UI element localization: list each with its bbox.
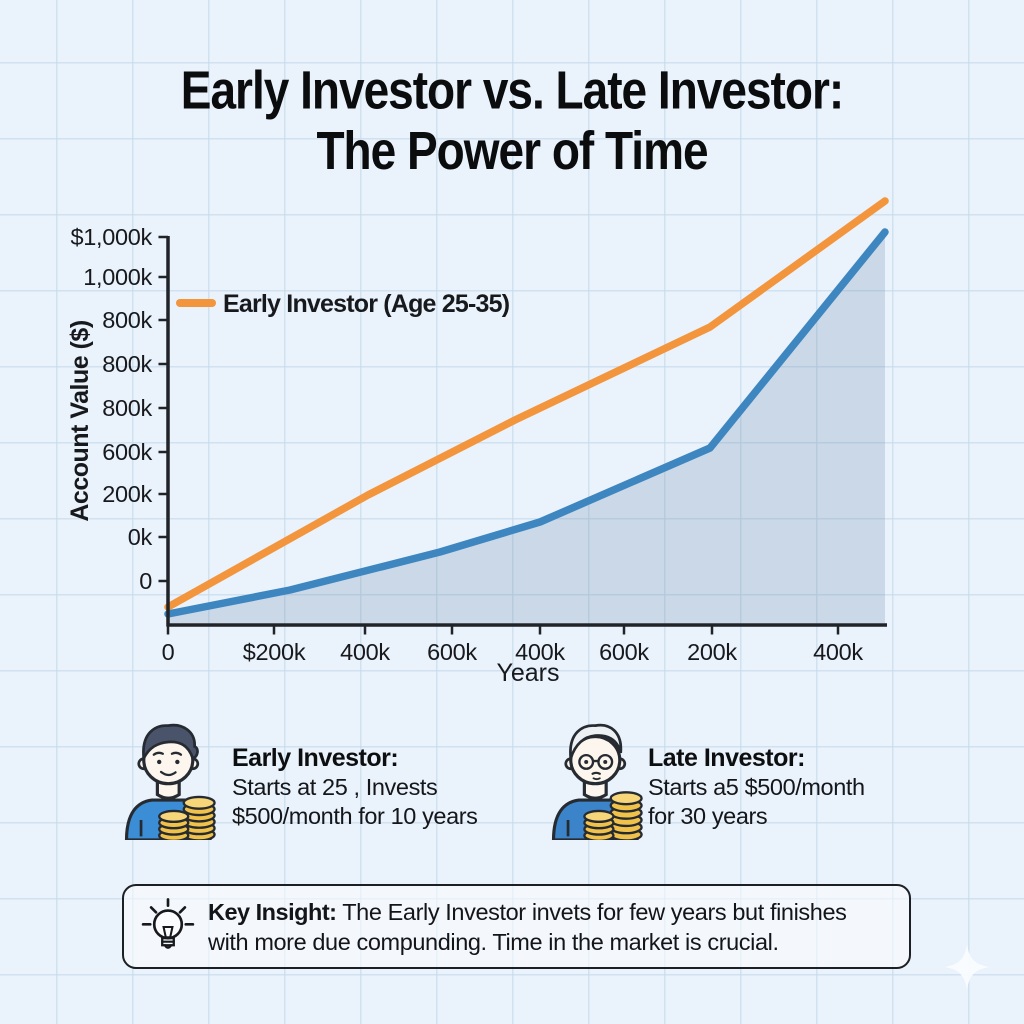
x-axis-tick-marks [166, 625, 840, 635]
ray-upper-left [149, 905, 158, 914]
late-investor-heading: Late Investor: [648, 744, 805, 772]
x-tick-label-3: 600k [427, 639, 477, 665]
eyebrow-right [170, 751, 183, 756]
bulb-base-cap [163, 943, 173, 949]
late-investor-line1: Starts a5 $500/month [648, 774, 865, 800]
smile [159, 770, 177, 777]
x-tick-label-7: 400k [813, 639, 863, 665]
chin-line [592, 777, 601, 781]
key-insight-label: Key Insight: [208, 898, 337, 925]
late-investor-line2: for 30 years [648, 802, 768, 829]
y-tick-label-1: 1,000k [83, 264, 152, 290]
y-tick-label-8: 0 [139, 568, 152, 594]
young-man-with-coins-icon [124, 723, 216, 840]
glasses-lens-right [597, 753, 614, 770]
x-tick-label-1: $200k [243, 639, 306, 665]
early-investor-heading: Early Investor: [232, 744, 399, 772]
eye-left [157, 759, 162, 765]
ray-upper-right [178, 905, 187, 914]
coin-stacks [583, 791, 643, 840]
y-tick-label-2: 800k [102, 307, 152, 333]
mouth [591, 771, 601, 775]
eye-left [584, 759, 589, 764]
y-tick-label-5: 600k [102, 439, 152, 465]
late-investor-description: Late Investor: Starts a5 $500/month for … [648, 743, 865, 830]
eye-right [603, 759, 608, 764]
x-tick-label-2: 400k [340, 639, 390, 665]
gray-hair [569, 723, 623, 759]
eyebrow-left [152, 751, 164, 756]
y-tick-label-4: 800k [102, 395, 152, 421]
key-insight-box: Key Insight: The Early Investor invets f… [122, 884, 911, 969]
legend: Early Investor (Age 25-35) [176, 290, 511, 318]
x-tick-label-5: 600k [599, 639, 649, 665]
early-investor-line1: Starts at 25 , Invests [232, 774, 438, 800]
x-axis-tick-labels: 0 $200k 400k 600k 400k 600k 200k 400k [162, 639, 864, 665]
key-insight-line1: The Early Investor invets for few years … [342, 898, 847, 925]
coin-stack-front [158, 809, 190, 840]
y-tick-label-3: 800k [102, 351, 152, 377]
y-tick-label-7: 0k [128, 524, 153, 550]
early-investor-line [164, 197, 889, 611]
coin-top [583, 809, 615, 824]
sparkle-star [944, 944, 990, 990]
x-tick-label-4: 400k [515, 639, 565, 665]
early-investor-description: Early Investor: Starts at 25 , Invests $… [232, 743, 478, 830]
early-investor-line2: $500/month for 10 years [232, 802, 478, 829]
y-tick-label-6: 200k [102, 481, 152, 507]
late-investor-area-fill [168, 232, 885, 623]
coin-stack-back [609, 791, 643, 840]
key-insight-line2: with more due compunding. Time in the ma… [208, 928, 779, 955]
bulb-glass [152, 908, 184, 939]
page-title: Early Investor vs. Late Investor: The Po… [0, 60, 1024, 181]
late-investor-line [164, 228, 889, 618]
hair [142, 723, 199, 764]
coin-top [609, 791, 643, 806]
glasses-lens-left [578, 753, 595, 770]
old-man-with-coins-icon [551, 723, 643, 840]
y-axis-tick-marks [158, 235, 168, 583]
y-axis-tick-labels: $1,000k 1,000k 800k 800k 800k 600k 200k … [70, 224, 152, 594]
key-insight-text: Key Insight: The Early Investor invets f… [208, 897, 847, 957]
title-line-1: Early Investor vs. Late Investor: [180, 60, 844, 121]
title-line-2: The Power of Time [316, 120, 708, 181]
x-axis-title: Years [496, 659, 559, 687]
sparkle-icon [944, 944, 990, 990]
y-tick-label-0: $1,000k [70, 224, 152, 250]
coin-top [158, 809, 190, 824]
coin-stack-front [583, 809, 615, 840]
legend-label-early-investor: Early Investor (Age 25-35) [223, 290, 510, 318]
coin-stack-back [182, 795, 216, 840]
y-axis-title: Account Value ($) [66, 320, 94, 521]
x-tick-label-6: 200k [687, 639, 737, 665]
x-tick-label-0: 0 [162, 639, 175, 665]
lightbulb-icon [141, 897, 195, 949]
eye-right [175, 759, 180, 765]
coin-top [182, 795, 216, 810]
bulb-base [161, 936, 175, 946]
coin-stacks [158, 795, 216, 840]
